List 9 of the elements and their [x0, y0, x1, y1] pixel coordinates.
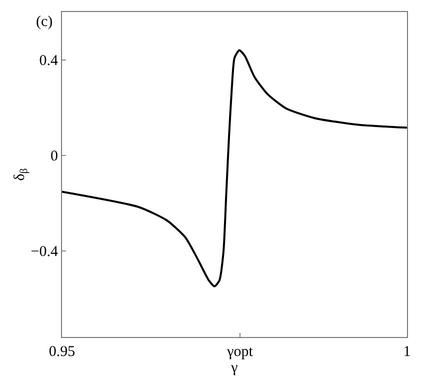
y-tick-label: 0.4 — [39, 53, 58, 70]
x-tick-label: 0.95 — [48, 344, 76, 360]
x-tick-label: γopt — [226, 344, 254, 360]
text: (c) — [36, 14, 53, 30]
y-tick-label: 0 — [50, 148, 58, 165]
x-axis-title: γ — [230, 360, 238, 376]
x-tick-label: 1 — [403, 344, 411, 360]
y-tick-label: −0.4 — [30, 244, 58, 260]
line-series — [62, 49, 407, 288]
